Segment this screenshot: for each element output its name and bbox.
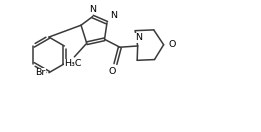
Text: Br: Br: [35, 68, 45, 77]
Text: H₃C: H₃C: [64, 59, 82, 68]
Text: N: N: [135, 33, 142, 42]
Text: O: O: [169, 40, 176, 49]
Text: O: O: [109, 67, 116, 76]
Text: N: N: [89, 5, 96, 14]
Text: N: N: [110, 11, 117, 20]
